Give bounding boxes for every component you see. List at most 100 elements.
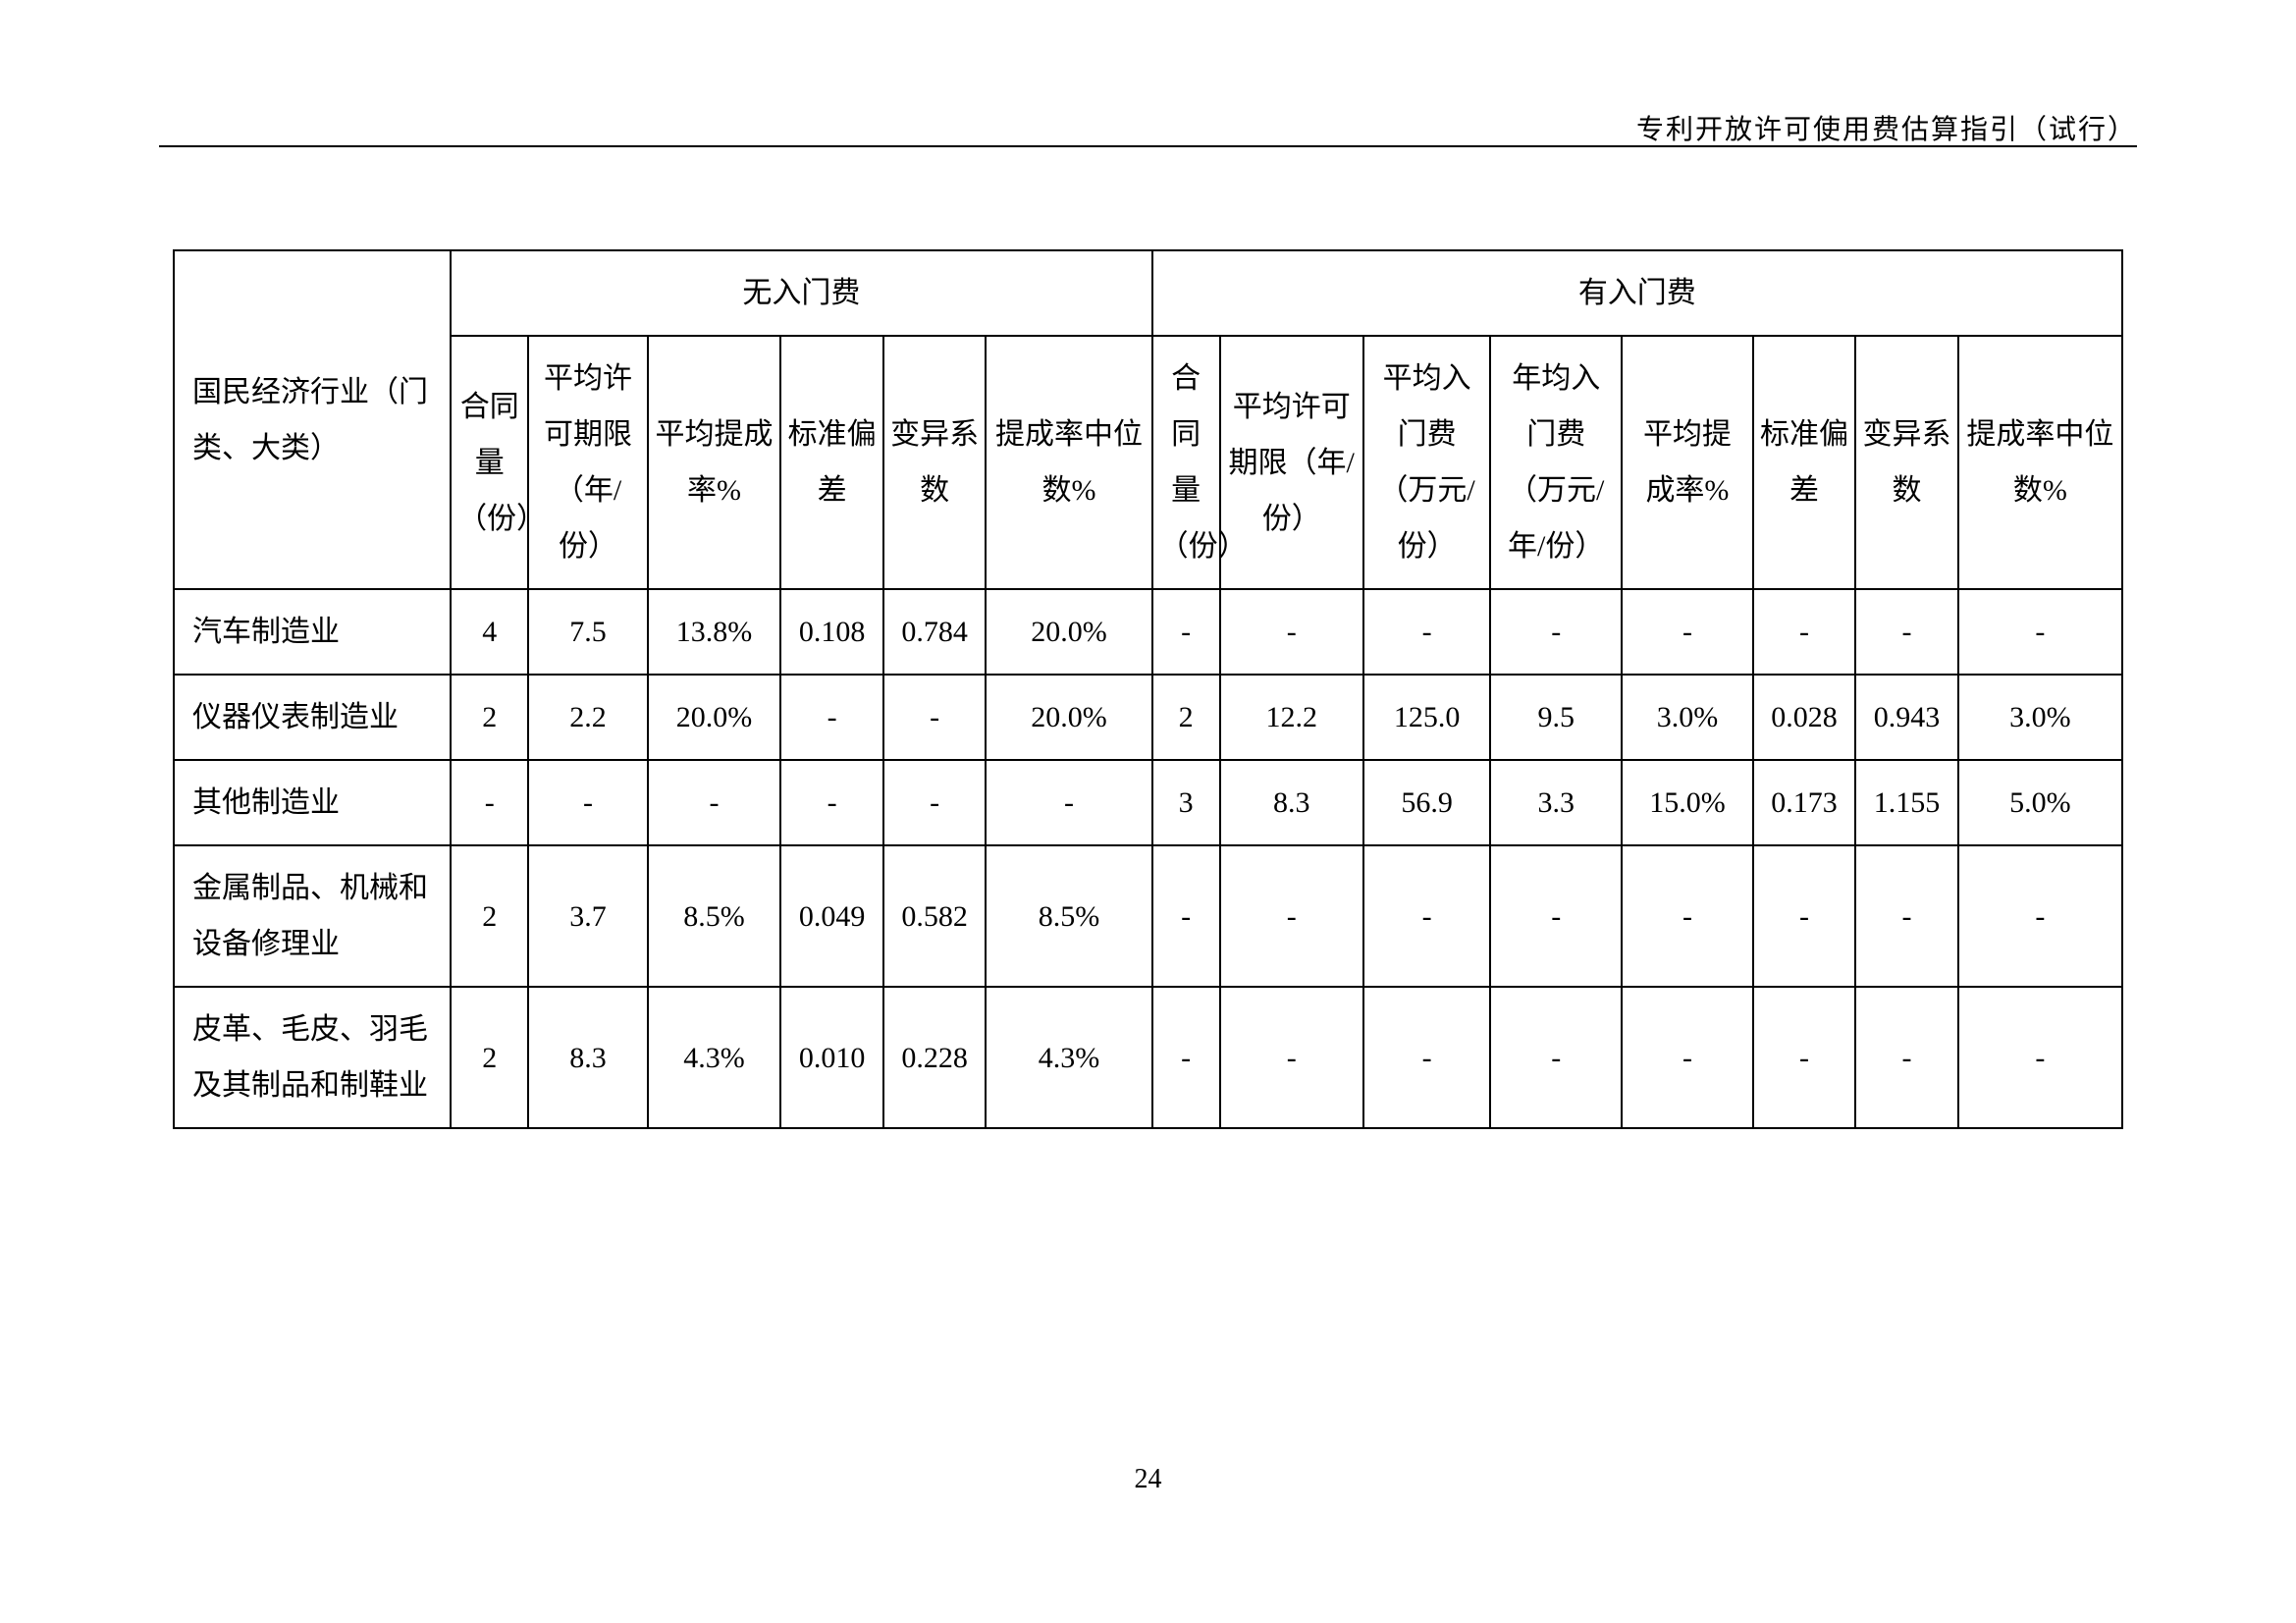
row-label: 金属制品、机械和设备修理业	[174, 845, 451, 987]
row-label: 其他制造业	[174, 760, 451, 845]
nofee-h2: 平均许可期限（年/份）	[528, 336, 647, 589]
cell: 0.028	[1753, 675, 1855, 760]
cell: 3.7	[528, 845, 647, 987]
cell: 0.582	[883, 845, 986, 987]
cell: -	[1753, 589, 1855, 675]
cell: -	[1363, 987, 1491, 1128]
cell: 8.5%	[986, 845, 1151, 987]
cell: 0.010	[780, 987, 882, 1128]
cell: 2	[451, 987, 528, 1128]
cell: 15.0%	[1622, 760, 1753, 845]
cell: 3	[1152, 760, 1220, 845]
royalty-table: 国民经济行业（门类、大类） 无入门费 有入门费 合同量（份） 平均许可期限（年/…	[173, 249, 2123, 1129]
table-row: 仪器仪表制造业 2 2.2 20.0% - - 20.0% 2 12.2 125…	[174, 675, 2122, 760]
cell: -	[1622, 987, 1753, 1128]
cell: 4	[451, 589, 528, 675]
table-row: 皮革、毛皮、羽毛及其制品和制鞋业 2 8.3 4.3% 0.010 0.228 …	[174, 987, 2122, 1128]
col-industry-header: 国民经济行业（门类、大类）	[174, 250, 451, 589]
cell: -	[1220, 589, 1363, 675]
cell: 8.3	[1220, 760, 1363, 845]
cell: 2	[451, 845, 528, 987]
page-number: 24	[0, 1464, 2296, 1495]
cell: -	[1855, 845, 1957, 987]
cell: -	[1152, 589, 1220, 675]
cell: -	[1753, 987, 1855, 1128]
header-row-2: 合同量（份） 平均许可期限（年/份） 平均提成率% 标准偏差 变异系数 提成率中…	[174, 336, 2122, 589]
cell: -	[883, 760, 986, 845]
cell: 56.9	[1363, 760, 1491, 845]
withfee-h6: 标准偏差	[1753, 336, 1855, 589]
cell: 3.0%	[1958, 675, 2122, 760]
cell: 3.3	[1490, 760, 1622, 845]
cell: 0.049	[780, 845, 882, 987]
nofee-h6: 提成率中位数%	[986, 336, 1151, 589]
cell: -	[1622, 845, 1753, 987]
header-row-1: 国民经济行业（门类、大类） 无入门费 有入门费	[174, 250, 2122, 336]
cell: 8.5%	[648, 845, 781, 987]
nofee-h5: 变异系数	[883, 336, 986, 589]
cell: -	[1490, 845, 1622, 987]
header-rule	[159, 145, 2137, 147]
data-table-container: 国民经济行业（门类、大类） 无入门费 有入门费 合同量（份） 平均许可期限（年/…	[173, 249, 2123, 1129]
cell: 0.784	[883, 589, 986, 675]
cell: 0.943	[1855, 675, 1957, 760]
cell: -	[1958, 987, 2122, 1128]
cell: -	[1855, 987, 1957, 1128]
cell: 20.0%	[648, 675, 781, 760]
nofee-h3: 平均提成率%	[648, 336, 781, 589]
cell: 12.2	[1220, 675, 1363, 760]
withfee-h1: 合同量（份）	[1152, 336, 1220, 589]
cell: -	[1490, 987, 1622, 1128]
cell: 7.5	[528, 589, 647, 675]
cell: -	[780, 675, 882, 760]
running-header: 专利开放许可使用费估算指引（试行）	[1636, 108, 2137, 147]
table-row: 金属制品、机械和设备修理业 2 3.7 8.5% 0.049 0.582 8.5…	[174, 845, 2122, 987]
row-label: 仪器仪表制造业	[174, 675, 451, 760]
cell: 4.3%	[648, 987, 781, 1128]
withfee-h5: 平均提成率%	[1622, 336, 1753, 589]
withfee-h3: 平均入门费（万元/份）	[1363, 336, 1491, 589]
cell: -	[986, 760, 1151, 845]
cell: -	[451, 760, 528, 845]
withfee-h4: 年均入门费（万元/年/份）	[1490, 336, 1622, 589]
cell: 20.0%	[986, 675, 1151, 760]
table-row: 汽车制造业 4 7.5 13.8% 0.108 0.784 20.0% - - …	[174, 589, 2122, 675]
cell: 13.8%	[648, 589, 781, 675]
withfee-h8: 提成率中位数%	[1958, 336, 2122, 589]
cell: -	[780, 760, 882, 845]
cell: -	[1622, 589, 1753, 675]
group-with-fee-header: 有入门费	[1152, 250, 2122, 336]
cell: -	[528, 760, 647, 845]
cell: -	[1363, 589, 1491, 675]
row-label: 汽车制造业	[174, 589, 451, 675]
cell: 2	[451, 675, 528, 760]
cell: -	[1220, 845, 1363, 987]
cell: -	[1958, 845, 2122, 987]
cell: -	[1152, 845, 1220, 987]
cell: 5.0%	[1958, 760, 2122, 845]
cell: -	[1753, 845, 1855, 987]
group-no-fee-header: 无入门费	[451, 250, 1152, 336]
cell: 4.3%	[986, 987, 1151, 1128]
cell: -	[1855, 589, 1957, 675]
cell: 2	[1152, 675, 1220, 760]
cell: 0.228	[883, 987, 986, 1128]
withfee-h7: 变异系数	[1855, 336, 1957, 589]
cell: -	[648, 760, 781, 845]
table-row: 其他制造业 - - - - - - 3 8.3 56.9 3.3 15.0% 0…	[174, 760, 2122, 845]
cell: 125.0	[1363, 675, 1491, 760]
nofee-h1: 合同量（份）	[451, 336, 528, 589]
cell: 0.108	[780, 589, 882, 675]
cell: 20.0%	[986, 589, 1151, 675]
cell: -	[1363, 845, 1491, 987]
cell: 1.155	[1855, 760, 1957, 845]
row-label: 皮革、毛皮、羽毛及其制品和制鞋业	[174, 987, 451, 1128]
cell: -	[1958, 589, 2122, 675]
cell: 0.173	[1753, 760, 1855, 845]
nofee-h4: 标准偏差	[780, 336, 882, 589]
cell: 8.3	[528, 987, 647, 1128]
cell: -	[1490, 589, 1622, 675]
cell: 3.0%	[1622, 675, 1753, 760]
table-body: 汽车制造业 4 7.5 13.8% 0.108 0.784 20.0% - - …	[174, 589, 2122, 1128]
cell: -	[883, 675, 986, 760]
